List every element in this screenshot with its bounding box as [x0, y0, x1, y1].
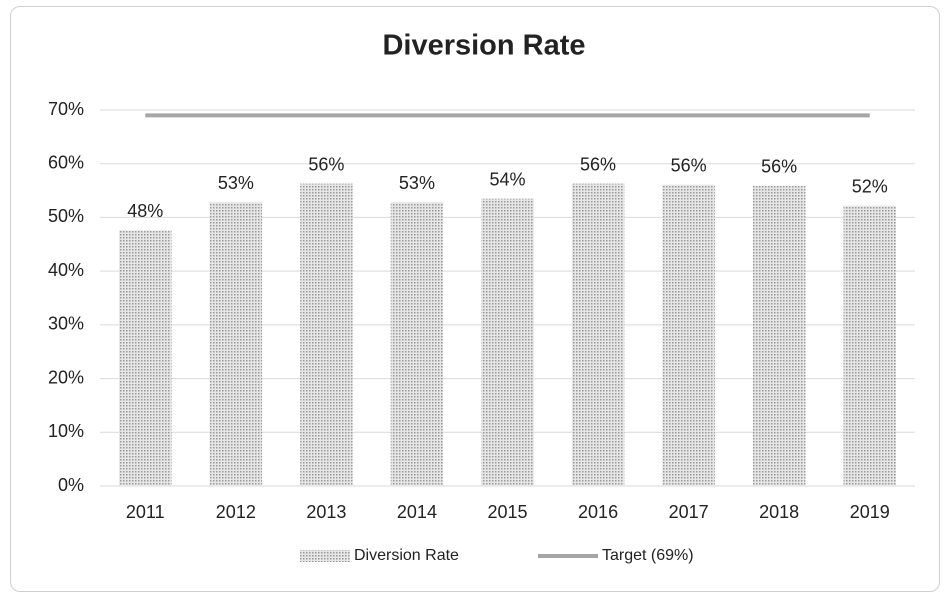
bar — [300, 183, 353, 487]
bar — [752, 185, 806, 487]
y-tick-label: 20% — [48, 367, 84, 387]
data-label: 48% — [127, 201, 163, 221]
x-tick-label: 2014 — [397, 502, 437, 522]
x-tick-label: 2012 — [216, 502, 256, 522]
x-tick-label: 2013 — [306, 502, 346, 522]
bar — [481, 198, 534, 486]
data-label: 52% — [852, 176, 888, 196]
data-label: 56% — [308, 154, 344, 174]
chart-title: Diversion Rate — [382, 30, 585, 62]
data-label: 56% — [761, 156, 797, 176]
y-tick-label: 10% — [48, 421, 84, 441]
bar — [119, 230, 172, 486]
x-tick-label: 2019 — [850, 502, 890, 522]
x-tick-label: 2018 — [759, 502, 799, 522]
y-tick-label: 40% — [48, 260, 84, 280]
y-tick-label: 0% — [58, 475, 84, 495]
legend-swatch — [300, 550, 350, 562]
data-label: 54% — [489, 169, 525, 189]
y-tick-label: 30% — [48, 314, 84, 334]
data-label: 56% — [671, 155, 707, 175]
bar — [571, 183, 625, 487]
data-label: 53% — [399, 173, 435, 193]
x-tick-label: 2017 — [669, 502, 709, 522]
bar — [209, 202, 263, 487]
chart-card — [10, 6, 940, 592]
x-tick-label: 2015 — [487, 502, 527, 522]
x-tick-label: 2011 — [126, 502, 165, 522]
data-label: 53% — [218, 173, 254, 193]
bar — [843, 205, 896, 486]
x-tick-label: 2016 — [578, 502, 618, 522]
y-tick-label: 60% — [48, 152, 84, 172]
legend-label: Target (69%) — [602, 547, 694, 564]
y-tick-label: 50% — [48, 206, 84, 226]
y-tick-label: 70% — [48, 99, 84, 119]
bar — [390, 202, 444, 487]
data-label: 56% — [580, 154, 616, 174]
bar — [662, 184, 715, 487]
legend-label: Diversion Rate — [354, 547, 459, 564]
